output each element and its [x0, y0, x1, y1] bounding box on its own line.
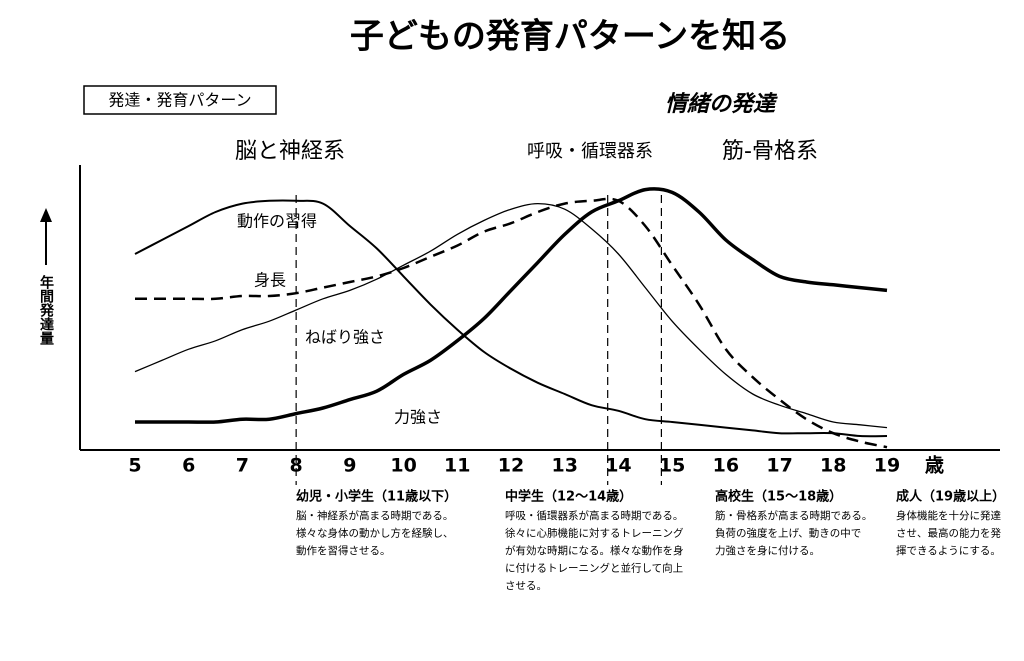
x-tick-label: 16: [713, 455, 739, 477]
stage-title: 成人（19歳以上）: [896, 489, 1005, 505]
x-tick-label: 12: [498, 455, 524, 477]
group-label: 脳と神経系: [235, 139, 345, 164]
x-tick-label: 17: [766, 455, 792, 477]
series-line: [134, 197, 888, 449]
group-label: 情緒の発達: [665, 91, 778, 117]
stage-text: 筋・骨格系が高まる時期である。: [715, 509, 872, 522]
x-tick-label: 10: [390, 455, 416, 477]
chart-title: 子どもの発育パターンを知る: [350, 17, 790, 57]
stage-text: させ、最高の能力を発: [896, 527, 1001, 540]
stage-text: 脳・神経系が高まる時期である。: [296, 509, 453, 522]
stage-title: 幼児・小学生（11歳以下）: [296, 489, 457, 505]
x-tick-label: 13: [551, 455, 577, 477]
stage-text: 揮できるようにする。: [896, 544, 1001, 557]
x-tick-label: 9: [343, 455, 356, 477]
x-tick-label: 19: [874, 455, 900, 477]
box-label: 発達・発育パターン: [108, 91, 251, 110]
stage-text: させる。: [505, 580, 547, 592]
stage-text: 様々な身体の動かし方を経験し、: [296, 527, 454, 540]
x-tick-label: 15: [659, 455, 685, 477]
stage-text: 負荷の強度を上げ、動きの中で: [715, 527, 861, 540]
series-line: [134, 202, 888, 429]
y-arrowhead: [40, 208, 52, 222]
stage-text: 動作を習得させる。: [296, 544, 391, 557]
stage-text: に付けるトレーニングと並行して向上: [505, 562, 683, 575]
y-axis-label: 年間発達量: [38, 274, 55, 346]
stage-text: が有効な時期になる。様々な動作を身: [505, 544, 684, 557]
stage-text: 身体機能を十分に発達: [896, 509, 1001, 522]
x-tick-label: 6: [182, 455, 195, 477]
x-tick-label: 8: [290, 455, 303, 477]
stage-text: 徐々に心肺機能に対するトレーニング: [505, 527, 684, 540]
series-label: 身長: [254, 271, 286, 290]
x-tick-label: 11: [444, 455, 470, 477]
series-line: [134, 199, 888, 438]
x-tick-label: 7: [236, 455, 249, 477]
stage-text: 力強さを身に付ける。: [715, 544, 820, 557]
stage-title: 高校生（15〜18歳）: [715, 489, 842, 505]
series-label: 動作の習得: [237, 212, 317, 231]
series-line: [134, 187, 888, 424]
series-label: 力強さ: [394, 408, 442, 427]
stage-text: 呼吸・循環器系が高まる時期である。: [505, 509, 683, 522]
label-box: [83, 85, 277, 115]
group-label: 筋-骨格系: [722, 139, 818, 164]
x-tick-label: 5: [128, 455, 141, 477]
x-tick-label: 18: [820, 455, 846, 477]
group-label: 呼吸・循環器系: [527, 141, 653, 162]
x-unit: 歳: [925, 455, 944, 477]
series-label: ねばり強さ: [305, 328, 385, 347]
stage-title: 中学生（12〜14歳）: [505, 489, 632, 505]
x-tick-label: 14: [605, 455, 631, 477]
